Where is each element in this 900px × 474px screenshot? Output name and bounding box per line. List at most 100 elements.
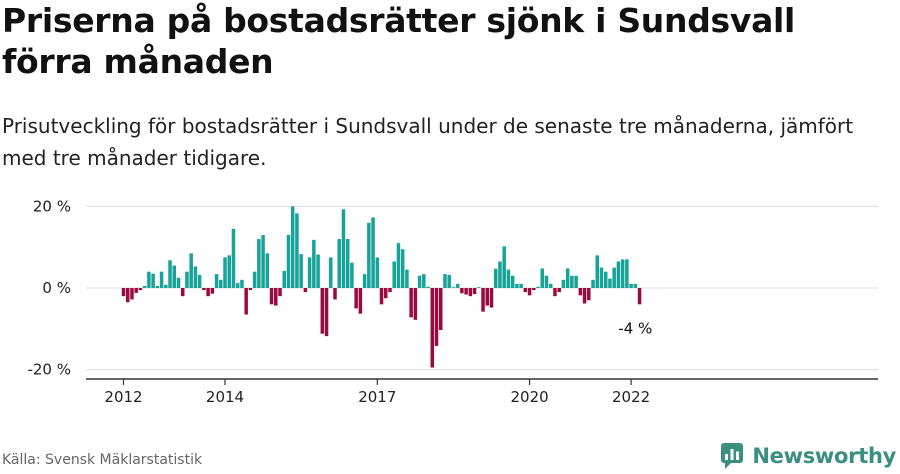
bar: [536, 286, 540, 288]
bar: [341, 209, 346, 288]
bar: [333, 288, 337, 300]
bar: [142, 285, 147, 288]
x-tick-labels: 2012 2014 2017 2020 2022: [104, 388, 650, 406]
bar: [235, 283, 240, 288]
bar: [502, 246, 506, 288]
x-tick-label: 2012: [104, 388, 142, 406]
bar: [422, 274, 426, 288]
bar: [561, 279, 566, 288]
bar: [286, 234, 291, 288]
y-tick-label: 20 %: [33, 197, 71, 215]
last-value-label: -4 %: [618, 319, 652, 337]
bar: [603, 271, 608, 288]
bar: [582, 288, 587, 304]
bar: [303, 288, 308, 293]
bar: [125, 288, 130, 303]
bar: [316, 254, 320, 288]
bar: [130, 288, 134, 300]
y-tick-labels: 20 % 0 % -20 %: [27, 197, 71, 378]
newsworthy-mark-icon: [721, 443, 744, 469]
newsworthy-logo[interactable]: Newsworthy: [720, 440, 896, 472]
bar: [430, 288, 435, 368]
bar: [252, 271, 257, 288]
bar: [519, 283, 523, 288]
bar: [629, 283, 633, 288]
y-tick-label: 0 %: [42, 279, 71, 297]
bar: [625, 259, 629, 288]
bar: [324, 288, 329, 337]
x-tick-label: 2014: [206, 388, 244, 406]
bar: [172, 265, 177, 288]
x-tick-label: 2020: [510, 388, 548, 406]
bar: [493, 268, 498, 288]
bar: [206, 288, 210, 297]
bar: [197, 274, 202, 288]
bar: [616, 261, 621, 288]
bar: [557, 288, 561, 293]
bar: [532, 288, 536, 291]
bar: [553, 288, 557, 297]
bar: [185, 271, 189, 288]
bar: [388, 288, 392, 293]
bar: [164, 284, 168, 288]
bar: [460, 288, 464, 294]
chart-subtitle: Prisutveckling för bostadsrätter i Sunds…: [2, 114, 854, 170]
bar: [426, 286, 430, 288]
bar: [498, 261, 502, 288]
bar: [515, 283, 519, 288]
bar: [345, 239, 350, 288]
bar: [354, 288, 358, 309]
bar: [595, 255, 600, 288]
bar: [350, 262, 354, 288]
bar: [282, 270, 286, 288]
bar: [578, 288, 583, 296]
bar: [485, 288, 490, 306]
bar: [392, 261, 396, 288]
x-tick-label: 2017: [358, 388, 396, 406]
bar: [121, 288, 126, 297]
bar: [599, 267, 604, 288]
bar: [409, 288, 413, 318]
brand-name: Newsworthy: [752, 444, 896, 468]
bar: [400, 249, 405, 288]
bar: [481, 288, 485, 312]
bar: [138, 288, 143, 291]
bar: [299, 254, 303, 288]
chart-title: Priserna på bostadsrätter sjönk i Sundsv…: [2, 1, 796, 81]
bar: [633, 283, 638, 288]
bar: [261, 234, 265, 288]
bar: [523, 288, 528, 293]
bar: [240, 279, 244, 288]
bar: [265, 253, 270, 288]
bar: [219, 279, 223, 288]
bar: [637, 288, 642, 305]
bar: [591, 279, 595, 288]
bar: [570, 275, 574, 288]
bar: [295, 213, 299, 288]
bar: [134, 288, 138, 293]
bar: [193, 266, 198, 288]
bar: [620, 259, 625, 288]
bar: [168, 260, 172, 288]
bar: [210, 288, 215, 294]
bar: [159, 271, 164, 288]
bar: [472, 288, 477, 295]
bar: [269, 288, 274, 305]
bar: [307, 257, 312, 288]
bar: [468, 288, 473, 297]
bar: [574, 275, 578, 288]
bar: [358, 288, 363, 314]
bar: [147, 271, 151, 288]
bar: [439, 288, 443, 331]
bar: [405, 269, 409, 288]
bar: [384, 288, 388, 299]
bar: [608, 278, 612, 288]
bar: [489, 288, 494, 308]
bar: [443, 274, 447, 288]
bar: [320, 288, 325, 334]
bar: [540, 268, 545, 288]
bar: [151, 273, 155, 288]
bar: [544, 275, 549, 288]
bars: [121, 206, 642, 368]
bar: [362, 274, 367, 288]
